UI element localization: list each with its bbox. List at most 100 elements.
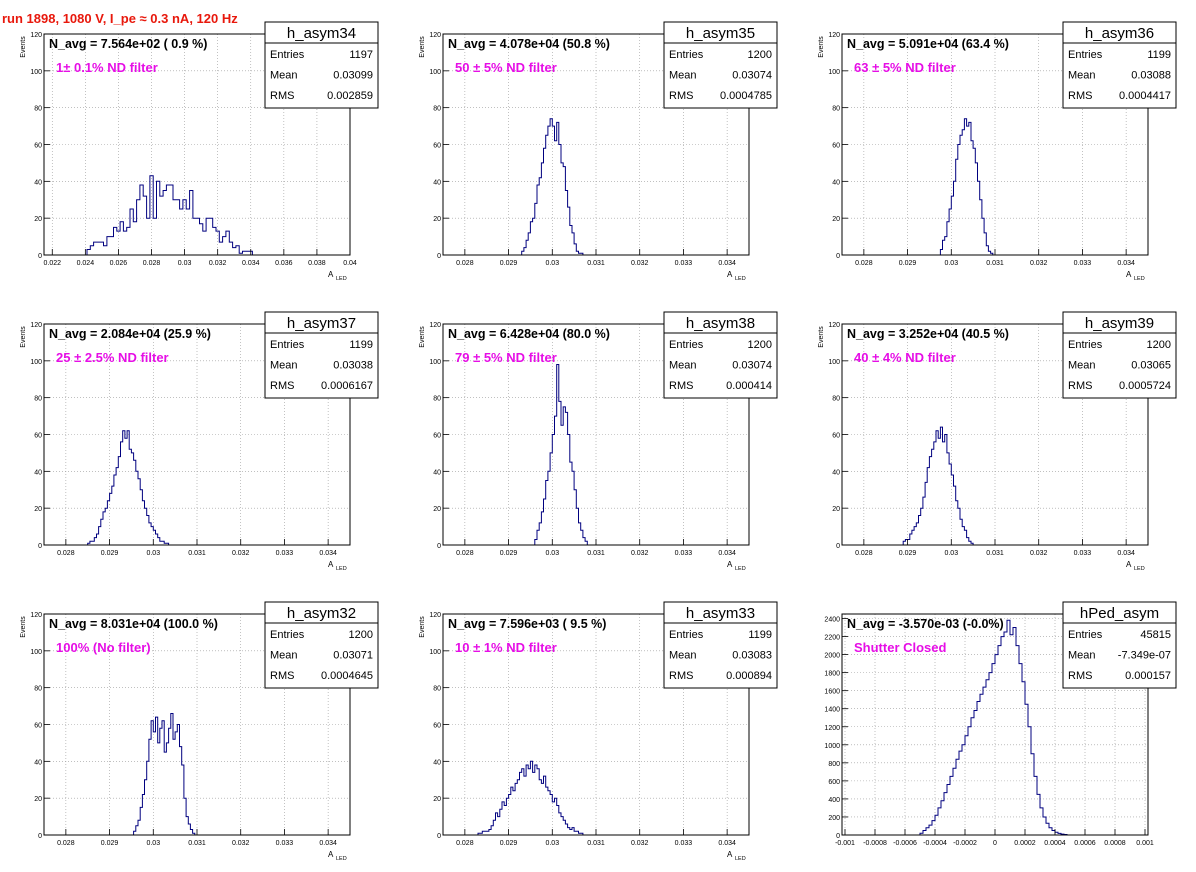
y-tick-label: 0 [437, 833, 441, 840]
y-tick-label: 100 [429, 69, 441, 76]
x-tick-label: -0.0008 [863, 840, 887, 847]
stats-box [663, 601, 778, 689]
y-axis-label: Events [818, 36, 825, 58]
stats-value: 1200 [349, 629, 373, 641]
stats-label: Mean [1068, 360, 1096, 372]
stats-value: 1200 [748, 339, 772, 351]
histogram-line [477, 760, 584, 835]
y-axis-label: Events [20, 326, 27, 348]
x-tick-label: 0.034 [319, 840, 337, 847]
x-tick-label: 0.031 [188, 550, 206, 557]
y-tick-label: 100 [828, 69, 840, 76]
stats-label: RMS [1068, 670, 1092, 682]
x-tick-label: 0.03 [944, 260, 958, 267]
y-tick-label: 120 [429, 612, 441, 619]
y-tick-label: 20 [34, 796, 42, 803]
x-tick-label: 0.032 [232, 550, 250, 557]
x-tick-label: 0.033 [675, 840, 693, 847]
stats-value: 0.000414 [726, 380, 772, 392]
histogram-name: h_asym36 [1085, 25, 1154, 42]
stats-label: Entries [270, 629, 305, 641]
x-tick-label: 0.04 [343, 260, 357, 267]
stats-label: Mean [1068, 70, 1096, 82]
x-tick-label: 0.03 [545, 840, 559, 847]
y-tick-label: 2400 [824, 617, 840, 624]
y-tick-label: 400 [828, 797, 840, 804]
y-tick-label: 60 [34, 143, 42, 150]
y-axis-label: Events [419, 616, 426, 638]
stats-box [663, 21, 778, 109]
stats-value: 0.000894 [726, 670, 772, 682]
histogram-line [87, 430, 170, 545]
y-tick-label: 100 [429, 359, 441, 366]
stats-value: -7.349e-07 [1118, 650, 1171, 662]
x-axis-label-subscript: LED [336, 856, 347, 862]
x-tick-label: 0.028 [855, 260, 873, 267]
x-tick-label: 0.001 [1136, 840, 1154, 847]
x-tick-label: 0.028 [143, 260, 161, 267]
y-tick-label: 800 [828, 761, 840, 768]
stats-value: 0.0004417 [1119, 90, 1171, 102]
histogram-panel-h_asym37: 0.028 0.029 0.03 0.031 0.032 0.033 0.034 0 20 40 6… [20, 311, 379, 572]
stats-value: 1199 [349, 339, 373, 351]
histogram-panel-hPed_asym: -0.001 -0.0008 -0.0006 -0.0004 -0.0002 0 0.000… [824, 601, 1177, 847]
stats-box [264, 601, 379, 689]
y-tick-label: 120 [828, 32, 840, 39]
y-tick-label: 40 [433, 759, 441, 766]
y-tick-label: 2000 [824, 653, 840, 660]
y-tick-label: 20 [34, 216, 42, 223]
stats-label: RMS [1068, 380, 1092, 392]
y-tick-label: 20 [832, 216, 840, 223]
stats-box [264, 311, 379, 399]
filter-annotation: 10 ± 1% ND filter [455, 640, 557, 655]
y-tick-label: 1400 [824, 707, 840, 714]
page-title: run 1898, 1080 V, I_pe ≈ 0.3 nA, 120 Hz [2, 11, 238, 26]
histogram-name: h_asym34 [287, 25, 356, 42]
y-tick-label: 80 [433, 686, 441, 693]
y-tick-label: 80 [832, 106, 840, 113]
stats-label: Entries [669, 339, 704, 351]
x-tick-label: 0 [993, 840, 997, 847]
stats-label: Entries [270, 339, 305, 351]
stats-label: Entries [669, 49, 704, 61]
y-tick-label: 120 [429, 32, 441, 39]
y-tick-label: 20 [433, 796, 441, 803]
y-tick-label: 60 [433, 143, 441, 150]
stats-value: 0.03074 [732, 70, 772, 82]
stats-label: Mean [1068, 650, 1096, 662]
histogram-name: h_asym32 [287, 605, 356, 622]
x-axis-label: A [328, 850, 334, 859]
x-tick-label: 0.028 [57, 550, 75, 557]
x-tick-label: 0.03 [545, 550, 559, 557]
stats-value: 0.0005724 [1119, 380, 1171, 392]
histogram-line [534, 364, 588, 545]
stats-value: 1197 [349, 49, 373, 61]
x-tick-label: 0.029 [101, 840, 119, 847]
y-tick-label: 100 [30, 69, 42, 76]
x-axis-label: A [727, 850, 733, 859]
x-tick-label: 0.032 [232, 840, 250, 847]
filter-annotation: 63 ± 5% ND filter [854, 60, 956, 75]
x-axis-label-subscript: LED [735, 856, 746, 862]
x-tick-label: 0.0006 [1074, 840, 1096, 847]
histogram-panel-h_asym33: 0.028 0.029 0.03 0.031 0.032 0.033 0.034 0 20 40 6… [419, 601, 778, 862]
histogram-line [521, 118, 584, 255]
x-tick-label: 0.032 [1030, 550, 1048, 557]
stats-value: 0.03099 [333, 70, 373, 82]
y-tick-label: 60 [433, 433, 441, 440]
y-tick-label: 20 [433, 216, 441, 223]
stats-box [1062, 601, 1177, 689]
y-axis-label: Events [419, 326, 426, 348]
x-tick-label: 0.034 [242, 260, 260, 267]
x-tick-label: 0.034 [718, 260, 736, 267]
stats-value: 45815 [1140, 629, 1171, 641]
x-tick-label: 0.024 [77, 260, 95, 267]
x-axis-label: A [328, 270, 334, 279]
x-tick-label: 0.029 [899, 260, 917, 267]
x-tick-label: 0.03 [146, 550, 160, 557]
x-axis-label-subscript: LED [1134, 276, 1145, 282]
filter-annotation: 25 ± 2.5% ND filter [56, 350, 169, 365]
x-axis-label-subscript: LED [1134, 566, 1145, 572]
histogram-name: h_asym35 [686, 25, 755, 42]
histogram-name: h_asym39 [1085, 315, 1154, 332]
